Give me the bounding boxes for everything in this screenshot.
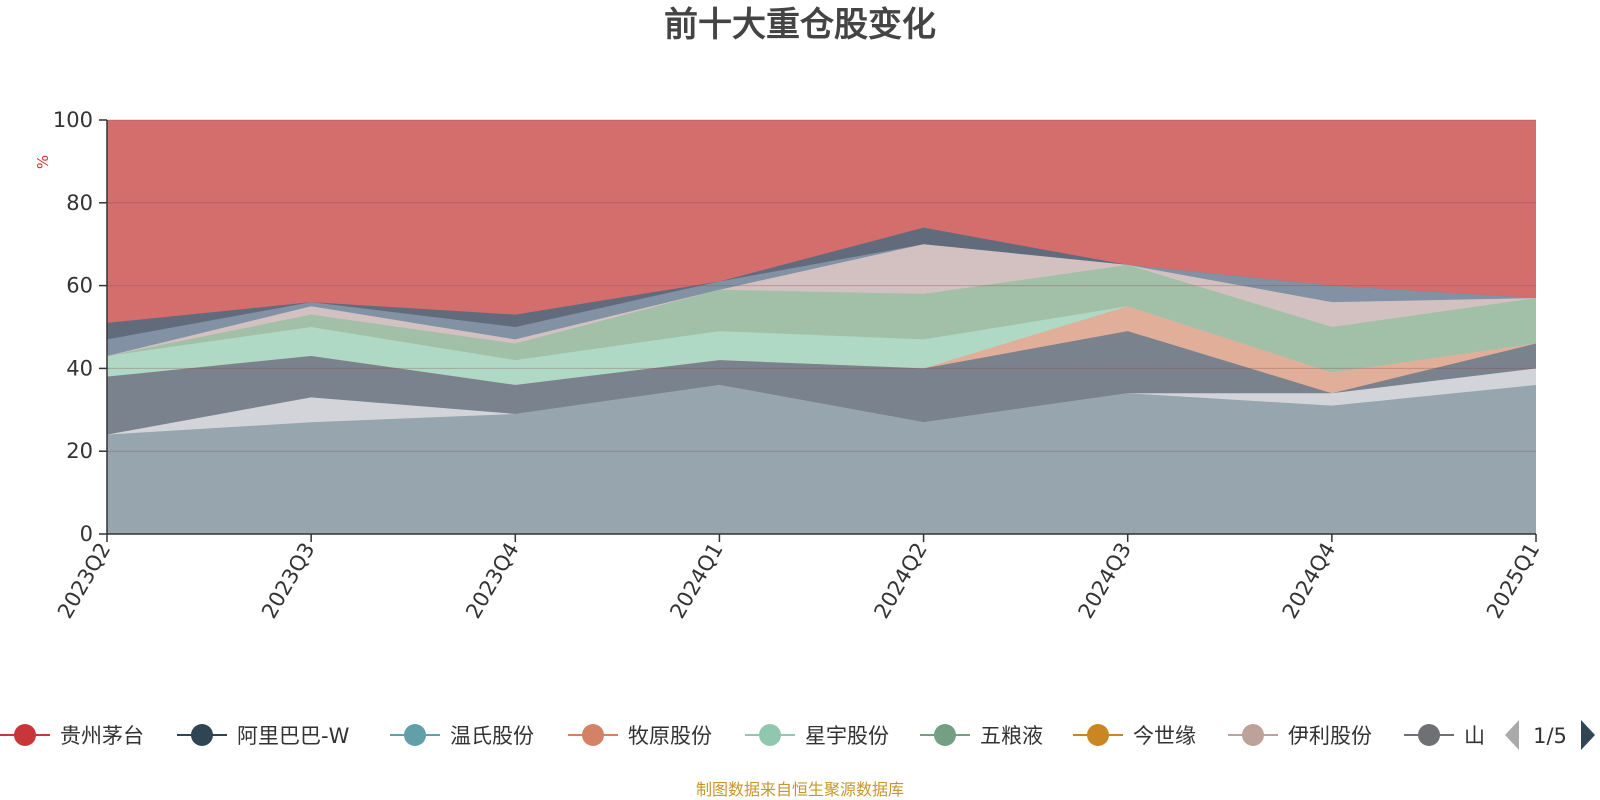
x-tick-label: 2024Q1 — [665, 539, 727, 623]
legend-page-indicator: 1/5 — [1533, 724, 1567, 748]
area-泸州老窖 — [107, 384, 1536, 534]
chart-title: 前十大重仓股变化 — [664, 5, 936, 45]
legend-marker-icon — [934, 724, 956, 746]
legend-item-牧原股份[interactable]: 牧原股份 — [568, 724, 712, 748]
legend-label: 星宇股份 — [805, 724, 889, 748]
y-tick-label: 20 — [66, 439, 93, 463]
legend-marker-icon — [1418, 724, 1440, 746]
legend-item-温氏股份[interactable]: 温氏股份 — [390, 724, 534, 748]
x-tick-label: 2024Q3 — [1074, 539, 1136, 623]
y-tick-label: 80 — [66, 191, 93, 215]
data-source-note: 制图数据来自恒生聚源数据库 — [696, 780, 904, 799]
x-tick-label: 2024Q2 — [869, 539, 931, 623]
legend-item-星宇股份[interactable]: 星宇股份 — [745, 724, 889, 748]
prev-page-icon[interactable] — [1505, 720, 1519, 750]
grid-lines — [107, 119, 1536, 452]
x-tick-label: 2023Q3 — [257, 539, 319, 623]
x-tick-label: 2024Q4 — [1278, 539, 1340, 623]
legend-label: 温氏股份 — [450, 724, 534, 748]
x-tick-label: 2023Q4 — [461, 539, 523, 623]
x-tick-label: 2025Q1 — [1482, 539, 1544, 623]
legend-marker-icon — [759, 724, 781, 746]
legend-label: 山 — [1464, 724, 1485, 748]
legend-pager: 1/5 — [1505, 720, 1595, 750]
legend-item-阿里巴巴-W[interactable]: 阿里巴巴-W — [177, 724, 350, 748]
legend-item-今世缘[interactable]: 今世缘 — [1073, 724, 1196, 748]
legend-marker-icon — [1242, 724, 1264, 746]
legend-item-山[interactable]: 山 — [1404, 724, 1485, 748]
legend-item-贵州茅台[interactable]: 贵州茅台 — [0, 724, 144, 748]
legend-marker-icon — [1087, 724, 1109, 746]
next-page-icon[interactable] — [1581, 720, 1595, 750]
x-tick-label: 2023Q2 — [53, 539, 115, 623]
legend: 贵州茅台 阿里巴巴-W 温氏股份 牧原股份 星宇股份 五粮液 今世缘 伊利股份 山 — [0, 724, 1485, 748]
legend-label: 阿里巴巴-W — [237, 724, 350, 748]
legend-label: 今世缘 — [1133, 724, 1196, 748]
legend-marker-icon — [404, 724, 426, 746]
legend-item-五粮液[interactable]: 五粮液 — [920, 724, 1043, 748]
y-tick-label: 0 — [80, 522, 93, 546]
y-tick-label: 60 — [66, 274, 93, 298]
legend-item-伊利股份[interactable]: 伊利股份 — [1228, 724, 1372, 748]
y-axis-unit: % — [34, 155, 52, 169]
y-tick-label: 100 — [53, 108, 93, 132]
legend-marker-icon — [14, 724, 36, 746]
legend-label: 五粮液 — [980, 724, 1043, 748]
legend-label: 伊利股份 — [1288, 724, 1372, 748]
legend-marker-icon — [582, 724, 604, 746]
legend-label: 贵州茅台 — [60, 724, 144, 748]
y-tick-label: 40 — [66, 356, 93, 380]
area-series-group — [107, 120, 1536, 534]
legend-label: 牧原股份 — [628, 724, 712, 748]
legend-marker-icon — [191, 724, 213, 746]
